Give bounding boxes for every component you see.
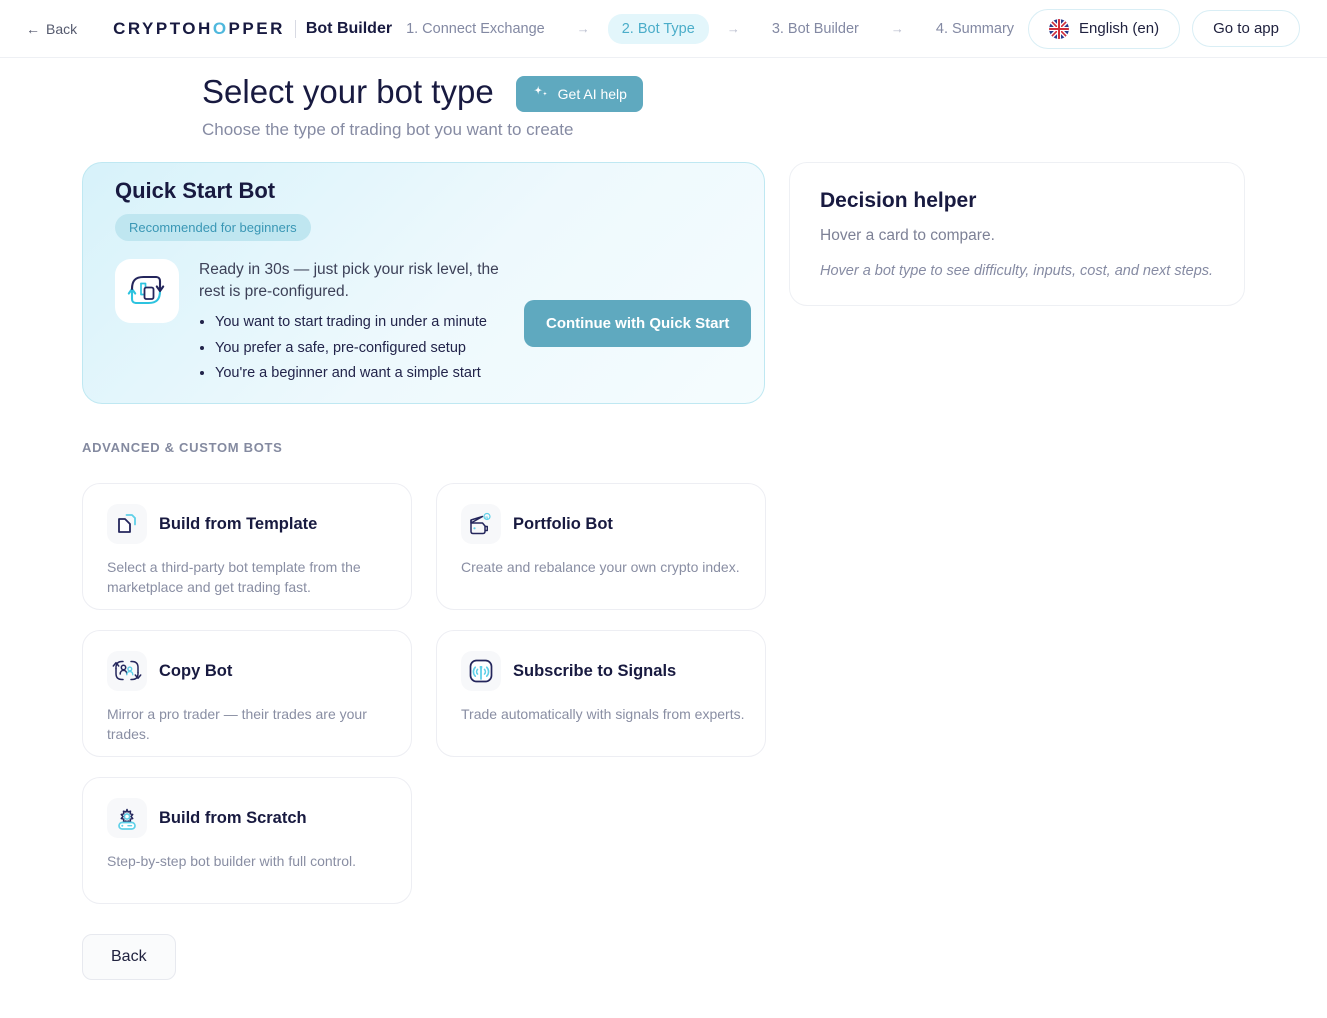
svg-text:B: B: [485, 515, 488, 520]
